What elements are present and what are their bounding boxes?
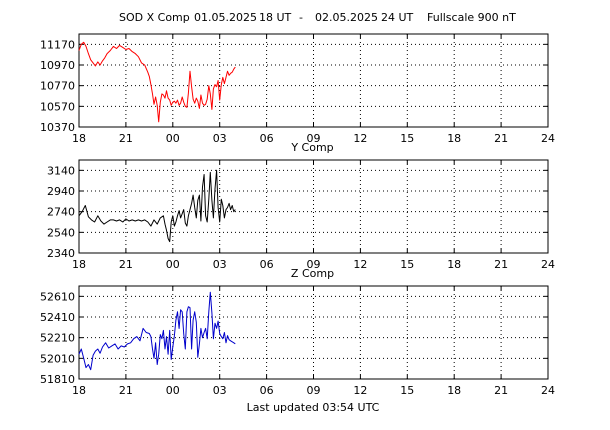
x-comp-ytick-label: 10770 bbox=[40, 80, 75, 93]
z-comp-ytick-label: 52610 bbox=[40, 290, 75, 303]
z-comp-frame bbox=[78, 285, 549, 380]
y-comp-xtick-label: 12 bbox=[353, 258, 367, 271]
x-comp-ytick-label: 10370 bbox=[40, 121, 75, 134]
y-comp-xtick-label: 03 bbox=[213, 258, 227, 271]
z-comp-panel: 18 21 00 03 06 09 12 15 18 21 24 51810 52010 52210 524… bbox=[40, 267, 555, 397]
z-comp-xtick-label: 12 bbox=[353, 384, 367, 397]
x-comp-frame bbox=[78, 33, 549, 128]
y-comp-ytick-label: 2540 bbox=[47, 226, 75, 239]
z-comp-xtick-label: 18 bbox=[447, 384, 461, 397]
y-comp-ytick-label: 2340 bbox=[47, 247, 75, 260]
x-comp-xtick-label: 18 bbox=[72, 132, 86, 145]
title-fullscale: Fullscale 900 nT bbox=[427, 11, 516, 24]
x-comp-xtick-label: 21 bbox=[119, 132, 133, 145]
title-station: SOD X Comp bbox=[119, 11, 190, 24]
z-comp-xtick-label: 24 bbox=[541, 384, 555, 397]
last-updated-text: Last updated 03:54 UTC bbox=[247, 401, 380, 414]
z-comp-ytick-label: 52210 bbox=[40, 332, 75, 345]
x-comp-xtick-label: 21 bbox=[494, 132, 508, 145]
y-comp-series-line bbox=[78, 169, 236, 243]
y-comp-xtick-label: 15 bbox=[400, 258, 414, 271]
z-comp-xtick-label: 21 bbox=[119, 384, 133, 397]
x-comp-ytick-label: 10570 bbox=[40, 100, 75, 113]
x-comp-xtick-label: 09 bbox=[307, 132, 321, 145]
title-end-hour: 24 UT bbox=[381, 11, 414, 24]
z-comp-xtick-label: 09 bbox=[307, 384, 321, 397]
title-start-hour: 18 UT bbox=[259, 11, 292, 24]
x-comp-ytick-label: 11170 bbox=[40, 38, 75, 51]
y-comp-xtick-label: 21 bbox=[494, 258, 508, 271]
x-comp-xtick-label: 18 bbox=[447, 132, 461, 145]
x-comp-xtick-label: 12 bbox=[353, 132, 367, 145]
title-end-date: 02.05.2025 bbox=[315, 11, 378, 24]
y-comp-ytick-label: 2740 bbox=[47, 206, 75, 219]
y-comp-xtick-label: 24 bbox=[541, 258, 555, 271]
x-comp-panel: 18 21 00 03 06 09 12 15 18 21 24 10370 10570 10770 109… bbox=[40, 33, 555, 145]
x-comp-xtick-label: 06 bbox=[260, 132, 274, 145]
x-comp-xtick-label: 03 bbox=[213, 132, 227, 145]
y-comp-ytick-label: 3140 bbox=[47, 164, 75, 177]
figure-title: SOD X Comp 01.05.2025 18 UT - 02.05.2025… bbox=[119, 11, 516, 24]
z-comp-series-line bbox=[78, 291, 236, 371]
x-comp-xtick-label: 00 bbox=[166, 132, 180, 145]
y-comp-xtick-label: 06 bbox=[260, 258, 274, 271]
title-start-date: 01.05.2025 bbox=[194, 11, 257, 24]
z-comp-subtitle: Z Comp bbox=[291, 267, 334, 280]
z-comp-xtick-label: 21 bbox=[494, 384, 508, 397]
z-comp-xtick-label: 06 bbox=[260, 384, 274, 397]
y-comp-xtick-label: 18 bbox=[447, 258, 461, 271]
y-comp-xtick-label: 00 bbox=[166, 258, 180, 271]
z-comp-xtick-label: 03 bbox=[213, 384, 227, 397]
y-comp-ytick-label: 2940 bbox=[47, 185, 75, 198]
y-comp-frame bbox=[78, 159, 549, 254]
x-comp-xtick-label: 24 bbox=[541, 132, 555, 145]
y-comp-subtitle: Y Comp bbox=[290, 141, 333, 154]
y-comp-panel: 18 21 00 03 06 09 12 15 18 21 24 2340 2540 2740 2940 31… bbox=[47, 141, 555, 271]
y-comp-xtick-label: 09 bbox=[307, 258, 321, 271]
x-comp-series-line bbox=[78, 41, 236, 123]
z-comp-ytick-label: 52010 bbox=[40, 352, 75, 365]
z-comp-ytick-label: 51810 bbox=[40, 373, 75, 386]
z-comp-xtick-label: 00 bbox=[166, 384, 180, 397]
title-dash: - bbox=[299, 11, 303, 24]
z-comp-xtick-label: 18 bbox=[72, 384, 86, 397]
x-comp-xtick-label: 15 bbox=[400, 132, 414, 145]
z-comp-ytick-label: 52410 bbox=[40, 311, 75, 324]
x-comp-ytick-label: 10970 bbox=[40, 59, 75, 72]
y-comp-xtick-label: 21 bbox=[119, 258, 133, 271]
chart-panels: 18 21 00 03 06 09 12 15 18 21 24 10370 10570 10770 109… bbox=[40, 33, 555, 397]
z-comp-xtick-label: 15 bbox=[400, 384, 414, 397]
y-comp-xtick-label: 18 bbox=[72, 258, 86, 271]
